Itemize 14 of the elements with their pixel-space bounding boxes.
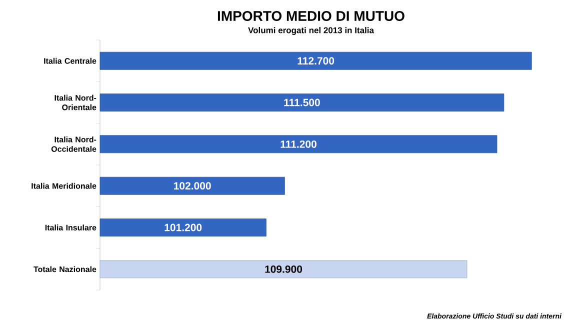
chart-subtitle: Volumi erogati nel 2013 in Italia	[248, 27, 374, 35]
y-tick-label: Italia Nord-Occidentale	[51, 136, 96, 152]
y-tick-label: Italia Insulare	[45, 224, 96, 230]
data-label: 109.900	[265, 265, 302, 273]
data-label: 111.200	[280, 140, 316, 148]
data-label: 112.700	[298, 57, 334, 65]
data-label: 111.500	[284, 98, 320, 106]
y-tick-label: Italia Meridionale	[32, 182, 96, 189]
chart-title: IMPORTO MEDIO DI MUTUO	[218, 11, 404, 21]
y-tick-label: Totale Nazionale	[34, 266, 96, 272]
y-tick-label: Italia Nord-Orientale	[54, 94, 96, 110]
y-tick-label: Italia Centrale	[44, 58, 96, 64]
data-label: 101.200	[164, 224, 202, 232]
data-label: 102.000	[174, 182, 211, 190]
